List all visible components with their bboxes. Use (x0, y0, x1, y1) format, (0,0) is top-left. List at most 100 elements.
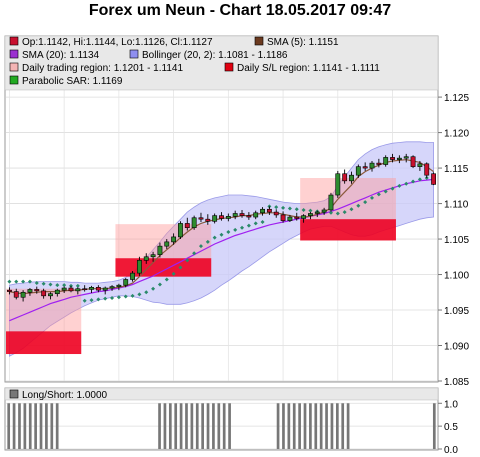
long-short-bar (314, 403, 318, 449)
long-short-bar (55, 403, 59, 449)
legend-label: SMA (5): 1.1151 (267, 37, 339, 48)
long-short-bar (195, 403, 199, 449)
sar-dot (212, 235, 217, 240)
candle-body (75, 288, 81, 292)
long-short-bar (206, 403, 210, 449)
price-legend: Op:1.1142, Hi:1.1144, Lo:1.1126, Cl:1.11… (4, 35, 439, 91)
long-short-bar (276, 403, 280, 449)
candle-body (232, 213, 238, 217)
legend-box (4, 35, 439, 91)
sar-dot (240, 225, 245, 230)
candle-body (89, 287, 94, 290)
candle-body (205, 218, 211, 222)
sar-dot (287, 206, 292, 211)
long-short-bar (7, 403, 11, 449)
sar-dot (219, 232, 224, 237)
sar-dot (383, 189, 388, 194)
long-short-bar (45, 403, 48, 449)
legend-label: SMA (20): 1.1134 (22, 50, 100, 61)
y-tick-label: 1.120 (444, 129, 469, 140)
candle-body (301, 215, 307, 219)
candle-body (308, 213, 313, 216)
candle-body (68, 287, 74, 292)
long-short-bar (325, 403, 328, 449)
sar-dot (328, 210, 333, 215)
legend-swatch (129, 49, 139, 59)
long-short-legend: Long/Short: 1.0000 (4, 387, 439, 401)
ls-tick-label: 0.5 (444, 422, 458, 433)
long-short-bar (309, 403, 312, 449)
candle-body (164, 241, 170, 247)
y-tick-label: 1.105 (444, 235, 469, 246)
long-short-y-axis: 1.0 0.5 0.0 (438, 399, 458, 456)
candle-body (314, 211, 320, 214)
sar-dot (89, 298, 94, 303)
candle-body (321, 209, 327, 213)
y-tick-label: 1.100 (444, 271, 469, 282)
candle-body (150, 254, 156, 258)
long-short-bar (23, 403, 27, 449)
sar-dot (157, 282, 162, 287)
candle-body (342, 173, 348, 182)
sar-dot (198, 244, 203, 249)
candle-body (328, 194, 334, 211)
sar-dot (96, 297, 101, 302)
candle-body (27, 289, 33, 293)
sar-dot (41, 281, 46, 286)
candle-body (34, 289, 40, 292)
sar-dot (274, 205, 279, 210)
sar-dot (82, 298, 87, 303)
long-short-bar (39, 403, 43, 449)
price-y-axis: 1.125 1.120 1.115 1.110 1.105 1.100 1.095 1.090… (438, 93, 469, 388)
long-short-bar (190, 403, 194, 449)
sar-dot (376, 192, 381, 197)
y-tick-label: 1.125 (444, 93, 469, 104)
sar-dot (335, 211, 340, 216)
sar-dot (281, 205, 286, 210)
long-short-bar (34, 403, 37, 449)
candle-body (6, 289, 12, 292)
long-short-bar (217, 403, 221, 449)
candle-body (212, 215, 218, 222)
sar-dot (349, 207, 354, 212)
sar-dot (116, 295, 121, 300)
candle-body (383, 157, 389, 165)
candle-body (362, 166, 368, 169)
sar-dot (411, 179, 416, 184)
long-short-grid (6, 402, 437, 450)
sar-dot (48, 282, 53, 287)
candle-body (13, 291, 19, 298)
legend-label: Daily S/L region: 1.1141 - 1.1111 (237, 63, 380, 74)
y-tick-label: 1.090 (444, 342, 469, 353)
sar-dot (308, 208, 313, 213)
sar-dot (370, 195, 375, 200)
sar-dot (253, 221, 258, 226)
long-short-bar (174, 403, 178, 449)
sar-dot (342, 210, 347, 215)
sar-dot (205, 239, 210, 244)
long-short-bar (168, 403, 172, 449)
y-tick-label: 1.085 (444, 377, 469, 388)
long-short-bar (163, 403, 167, 449)
sar-dot (178, 265, 183, 270)
candle-body (48, 293, 53, 297)
ls-tick-label: 0.0 (444, 445, 458, 456)
candle-body (376, 162, 382, 165)
sar-dot (130, 293, 135, 298)
long-short-bar (292, 403, 296, 449)
long-short-legend-box (4, 387, 439, 401)
candle-body (109, 286, 115, 289)
sar-dot (151, 286, 156, 291)
legend-swatch (9, 36, 19, 46)
daily-sl-region (115, 258, 212, 277)
candle-body (143, 256, 149, 261)
sar-dot (404, 181, 409, 186)
long-short-bars (7, 403, 436, 449)
long-short-label: Long/Short: 1.0000 (22, 390, 108, 401)
long-short-bar (319, 403, 323, 449)
candle-body (20, 291, 26, 298)
candle-body (260, 208, 265, 214)
candle-body (417, 163, 423, 167)
candle-body (396, 157, 402, 160)
